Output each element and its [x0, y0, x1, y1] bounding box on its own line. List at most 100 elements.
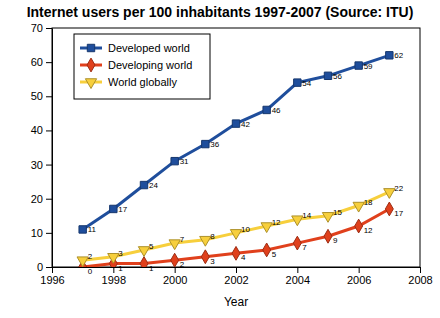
data-label: 5 [149, 242, 154, 251]
point [353, 202, 364, 212]
tick-label: 0 [37, 261, 43, 273]
data-label: 62 [394, 51, 403, 60]
x-axis: 1996 1998 2000 2002 2004 2006 2008 [40, 267, 432, 286]
point [324, 229, 332, 243]
tick-label: 10 [31, 227, 43, 239]
data-label: 7 [302, 243, 307, 252]
point [263, 243, 271, 257]
legend: Developed worldDeveloping worldWorld glo… [74, 34, 210, 99]
tick: 2006 [347, 267, 371, 286]
tick: 2004 [286, 267, 310, 286]
tick-mark [52, 267, 53, 273]
tick-mark [175, 267, 176, 273]
data-labels: 1117243136424654565962011234579121723578… [88, 51, 404, 276]
title: Internet users per 100 inhabitants 1997-… [27, 4, 414, 20]
data-label: 12 [272, 218, 281, 227]
tick-label: 30 [31, 159, 43, 171]
tick-label: 70 [31, 22, 43, 34]
point [200, 236, 211, 246]
tick-mark [46, 267, 52, 268]
point [202, 140, 209, 147]
point [355, 219, 363, 233]
tick-label: 20 [31, 193, 43, 205]
legend-box [74, 34, 210, 99]
point [169, 240, 180, 250]
tick: 20 [31, 193, 52, 205]
data-label: 24 [149, 181, 158, 190]
data-label: 0 [88, 267, 93, 276]
data-label: 17 [118, 205, 127, 214]
x-axis-title: Year [224, 295, 248, 309]
tick: 2000 [163, 267, 187, 286]
data-label: 4 [241, 253, 246, 262]
point [230, 230, 241, 240]
tick-mark [297, 267, 298, 273]
data-label: 42 [241, 120, 250, 129]
tick-mark [46, 96, 52, 97]
tick: 70 [31, 22, 52, 34]
data-label: 8 [210, 232, 215, 241]
marks [77, 52, 395, 267]
legend-marker [87, 58, 95, 72]
point [324, 72, 331, 79]
data-label: 9 [333, 236, 338, 245]
tick-mark [46, 199, 52, 200]
data-label: 56 [333, 72, 342, 81]
tick-label: 2008 [408, 274, 432, 286]
tick-label: 2006 [347, 274, 371, 286]
point [232, 246, 240, 260]
tick-mark [46, 130, 52, 131]
data-label: 14 [302, 211, 311, 220]
data-label: 46 [272, 106, 281, 115]
tick-label: 60 [31, 56, 43, 68]
tick-label: 2004 [286, 274, 310, 286]
point [77, 257, 88, 267]
tick-label: 40 [31, 124, 43, 136]
data-label: 2 [180, 260, 185, 269]
tick: 40 [31, 124, 52, 136]
tick-label: 50 [31, 90, 43, 102]
data-label: 2 [88, 252, 93, 261]
point [385, 202, 393, 216]
point [292, 216, 303, 226]
data-label: 18 [364, 198, 373, 207]
point [171, 157, 178, 164]
data-label: 36 [210, 140, 219, 149]
series-line [83, 192, 390, 260]
point [322, 213, 333, 223]
tick-label: 1998 [102, 274, 126, 286]
y-axis: 0 10 20 30 40 50 60 70 [31, 22, 53, 273]
legend-marker [85, 79, 96, 89]
point [384, 189, 395, 199]
series-line [83, 209, 390, 267]
point [171, 253, 179, 267]
point [110, 205, 117, 212]
data-label: 59 [364, 62, 373, 71]
tick-mark [236, 267, 237, 273]
legend-marker [87, 44, 94, 51]
point [263, 106, 270, 113]
data-label: 11 [88, 225, 97, 234]
tick-mark [420, 267, 421, 273]
data-label: 7 [180, 235, 185, 244]
data-label: 22 [394, 184, 403, 193]
tick: 0 [37, 261, 52, 273]
tick: 30 [31, 159, 52, 171]
tick-mark [113, 267, 114, 273]
tick: 1996 [40, 267, 64, 286]
point [293, 236, 301, 250]
tick: 2002 [224, 267, 248, 286]
legend-label: Developing world [108, 59, 192, 71]
legend-label: World globally [108, 76, 177, 88]
data-label: 15 [333, 208, 342, 217]
data-label: 1 [149, 264, 154, 273]
plot-frame [52, 28, 420, 267]
data-label: 54 [302, 79, 311, 88]
tick-mark [46, 233, 52, 234]
point [138, 247, 149, 257]
tick: 10 [31, 227, 52, 239]
point [140, 181, 147, 188]
data-label: 3 [210, 257, 215, 266]
tick-mark [46, 62, 52, 63]
data-label: 10 [241, 225, 250, 234]
